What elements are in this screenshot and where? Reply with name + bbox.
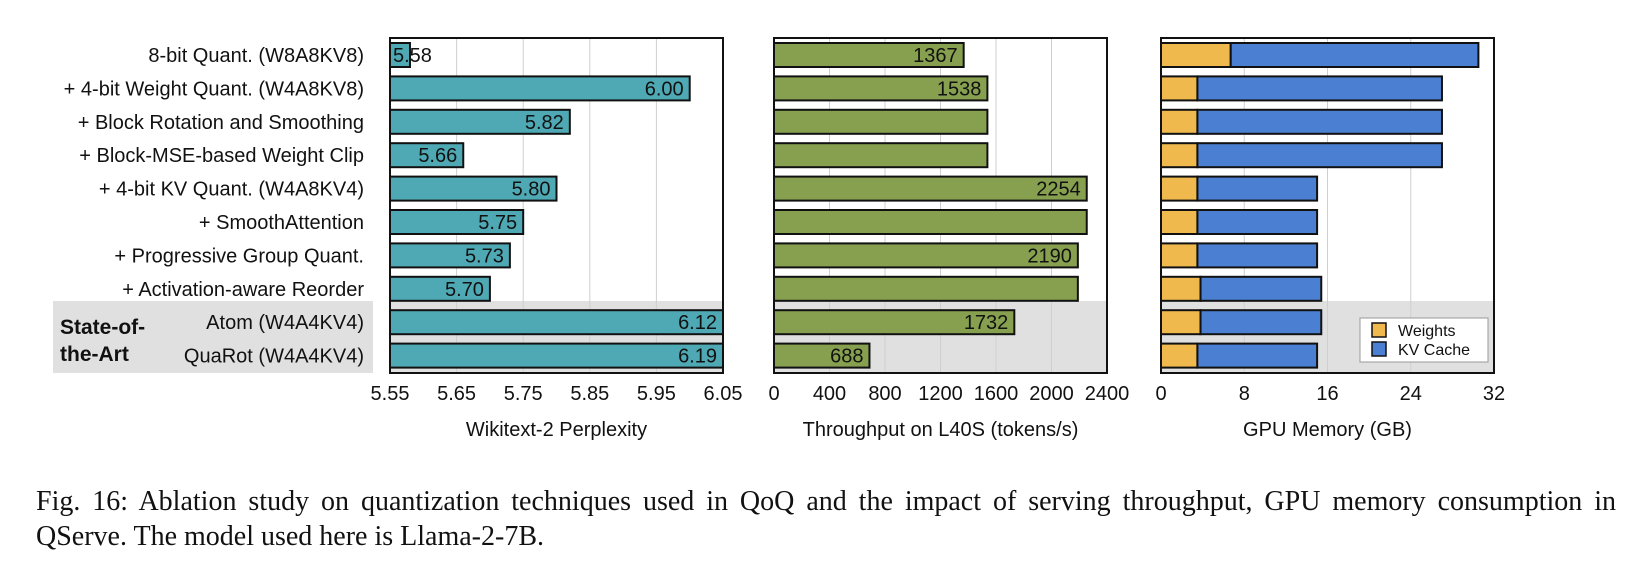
plot-frame (389, 37, 724, 374)
bar (389, 342, 724, 369)
bar-value-label: 6.00 (645, 78, 684, 100)
bar-value-label: 2190 (1027, 245, 1072, 267)
legend-label: Weights (1398, 323, 1456, 340)
sota-label-line2: the-Art (60, 343, 129, 366)
x-tick-label: 1600 (974, 383, 1019, 405)
stacked-bar-segment (1229, 42, 1480, 68)
bar-value-label: 1732 (964, 312, 1009, 334)
stacked-bar-segment (1160, 342, 1199, 369)
bar (773, 275, 1079, 302)
legend-swatch (1371, 322, 1387, 338)
bar (773, 175, 1088, 202)
bar-value-label: 5.82 (525, 112, 564, 134)
bar-value-label: 6.12 (678, 312, 717, 334)
category-label: + Block-MSE-based Weight Clip (79, 145, 364, 167)
bar-value-label: 5.73 (465, 245, 504, 267)
stacked-bar-segment (1196, 342, 1319, 369)
stacked-bar-segment (1196, 75, 1443, 102)
bar-value-label: 6.19 (678, 346, 717, 368)
bar-value-label: 5.66 (418, 145, 457, 167)
bar (773, 342, 871, 369)
x-axis-title: GPU Memory (GB) (1243, 419, 1412, 441)
bar-value-label: 2254 (1036, 179, 1081, 201)
bar-value-label: 5.58 (393, 45, 432, 67)
bar (773, 42, 965, 68)
category-label: + 4-bit KV Quant. (W4A8KV4) (99, 179, 364, 201)
x-axis-title: Wikitext-2 Perplexity (466, 419, 647, 441)
x-tick-label: 1200 (918, 383, 963, 405)
panel-2: 0 400 800 1200 1600 2000 2400 Throughput on L40… (768, 37, 1130, 441)
ablation-figure: 8-bit Quant. (W8A8KV8) + 4-bit Weight Qua… (53, 37, 1505, 441)
bar-value-label: 1367 (913, 45, 958, 67)
stacked-bar-segment (1196, 142, 1443, 169)
legend-swatch (1371, 341, 1387, 357)
x-tick-label: 5.75 (504, 383, 543, 405)
category-label: + 4-bit Weight Quant. (W4A8KV8) (64, 78, 364, 100)
x-tick-label: 24 (1400, 383, 1422, 405)
stacked-bar-segment (1160, 209, 1199, 235)
x-tick-label: 2000 (1029, 383, 1074, 405)
bar-value-label: 688 (830, 346, 863, 368)
stacked-bar-segment (1196, 175, 1319, 202)
x-tick-label: 5.55 (371, 383, 410, 405)
x-tick-label: 5.95 (637, 383, 676, 405)
bar (389, 75, 691, 102)
bar (773, 142, 989, 169)
bar-value-label: 5.80 (512, 179, 551, 201)
category-label: QuaRot (W4A4KV4) (184, 346, 364, 368)
x-tick-label: 5.65 (437, 383, 476, 405)
x-tick-label: 16 (1316, 383, 1338, 405)
plot-frame (1160, 37, 1495, 374)
bar (389, 175, 558, 202)
stacked-bar-segment (1160, 75, 1199, 102)
x-tick-label: 400 (813, 383, 846, 405)
category-label: + Progressive Group Quant. (114, 245, 364, 267)
category-label: 8-bit Quant. (W8A8KV8) (148, 45, 364, 67)
x-tick-label: 2400 (1085, 383, 1130, 405)
bar (773, 209, 1088, 235)
stacked-bar-segment (1199, 275, 1323, 302)
x-tick-label: 8 (1239, 383, 1250, 405)
x-tick-label: 0 (1155, 383, 1166, 405)
x-tick-label: 0 (768, 383, 779, 405)
panel-3: 0 8 16 24 32 GPU Memory (GB) Weights KV Cache (1155, 37, 1505, 441)
stacked-bar-segment (1160, 242, 1199, 269)
category-label: Atom (W4A4KV4) (206, 312, 364, 334)
bar (389, 309, 724, 336)
x-axis-title: Throughput on L40S (tokens/s) (803, 419, 1079, 441)
sota-label-line1: State-of- (60, 316, 145, 339)
x-tick-label: 6.05 (704, 383, 743, 405)
bar-value-label: 5.75 (478, 212, 517, 234)
stacked-bar-segment (1160, 175, 1199, 202)
category-label: + SmoothAttention (199, 212, 364, 234)
bar-value-label: 1538 (937, 78, 982, 100)
stacked-bar-segment (1160, 42, 1232, 68)
stacked-bar-segment (1199, 309, 1323, 336)
stacked-bar-segment (1160, 309, 1202, 336)
category-label: + Block Rotation and Smoothing (78, 112, 364, 134)
bar-value-label: 5.70 (445, 279, 484, 301)
sota-band-labels (53, 301, 373, 373)
x-tick-label: 32 (1483, 383, 1505, 405)
stacked-bar-segment (1160, 275, 1202, 302)
stacked-bar-segment (1196, 242, 1319, 269)
legend-label: KV Cache (1398, 342, 1470, 359)
category-label: + Activation-aware Reorder (122, 279, 364, 301)
stacked-bar-segment (1196, 108, 1443, 135)
figure-caption: Fig. 16: Ablation study on quantization … (36, 486, 1616, 552)
stacked-bar-segment (1196, 209, 1319, 235)
bar (389, 108, 571, 135)
x-tick-label: 800 (868, 383, 901, 405)
x-tick-label: 5.85 (570, 383, 609, 405)
stacked-bar-segment (1160, 142, 1199, 169)
panel-1: 5.55 5.65 5.75 5.85 5.95 6.05 Wikitext-2 Perpl… (371, 37, 743, 441)
plot-frame (773, 37, 1108, 374)
stacked-bar-segment (1160, 108, 1199, 135)
bar (773, 108, 989, 135)
